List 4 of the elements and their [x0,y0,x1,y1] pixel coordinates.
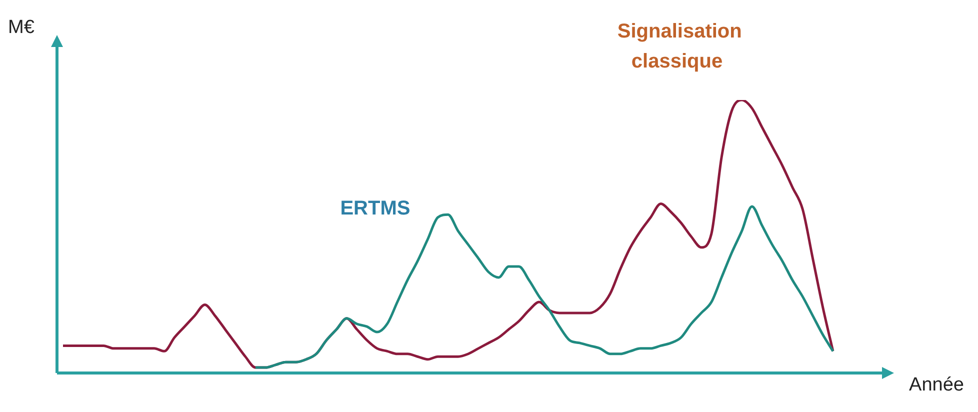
series-label: ERTMS [340,198,410,220]
y-axis-title: M€ [8,17,35,38]
series-label: Signalisation classique [617,20,742,73]
x-axis-title: Année [909,374,964,396]
